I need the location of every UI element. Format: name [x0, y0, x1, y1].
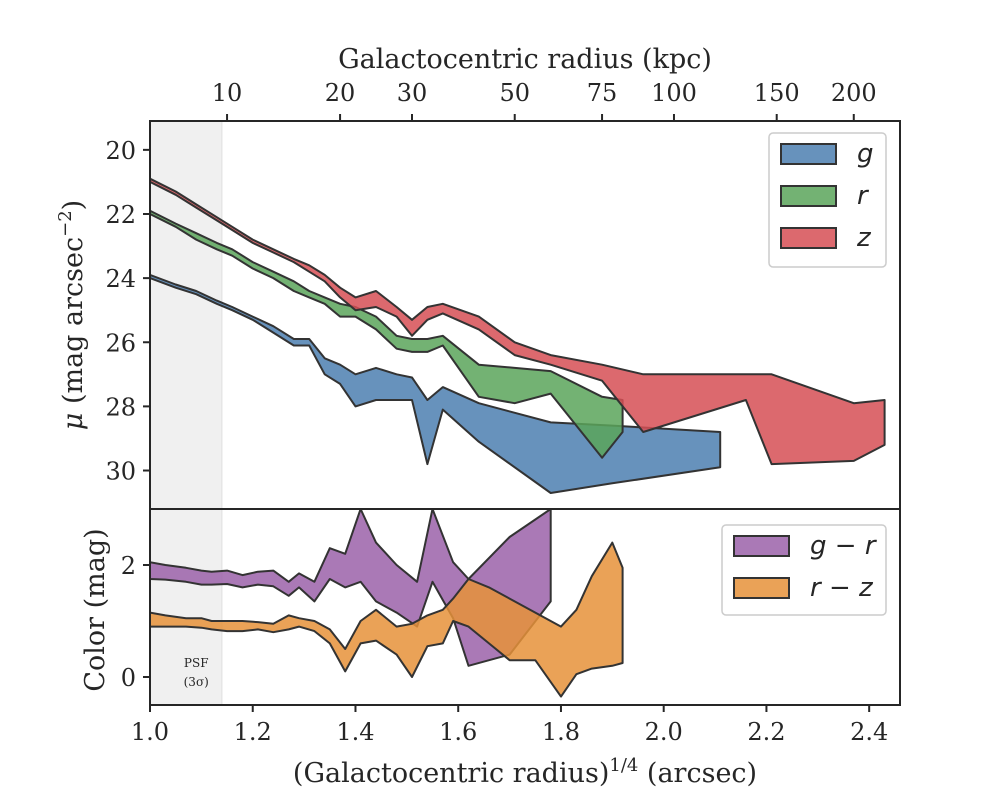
- color-ylabel: Color (mag): [80, 528, 111, 691]
- color-panel: PSF (3σ) 0 2 1.0 1.2 1.4 1.6 1.8 2.0 2.2 2.4 g − r r …: [121, 508, 901, 746]
- band-z: [150, 177, 886, 466]
- ytick-label: 28: [105, 393, 136, 421]
- xtick-label: 1.0: [131, 718, 169, 746]
- legend-label: r − z: [810, 573, 874, 603]
- xtick-label: 2.2: [747, 718, 785, 746]
- ytick-label: 24: [105, 265, 136, 293]
- surface-brightness-plot-area: [150, 177, 886, 494]
- bottom-axis-title: (Galactocentric radius)1/4 (arcsec): [293, 755, 757, 789]
- color-legend: g − r r − z: [721, 524, 887, 616]
- legend-label: z: [856, 223, 872, 253]
- surface-brightness-legend: grz: [768, 132, 887, 268]
- band-r-z: [150, 541, 624, 698]
- xtick-label: 1.2: [234, 718, 272, 746]
- ytick-label: 0: [121, 664, 136, 692]
- top-tick-label: 100: [651, 79, 697, 107]
- xtick-label: 1.4: [336, 718, 374, 746]
- xtick-label: 1.8: [542, 718, 580, 746]
- color-frame: [149, 508, 901, 706]
- top-tick-label: 20: [325, 79, 356, 107]
- ytick-label: 26: [105, 329, 136, 357]
- psf-label: PSF: [184, 656, 209, 670]
- color-plot-area: [150, 509, 624, 698]
- ytick-label: 20: [105, 137, 136, 165]
- top-tick-label: 30: [397, 79, 428, 107]
- ytick-label: 2: [121, 552, 136, 580]
- legend-swatch: [733, 577, 790, 599]
- top-tick-label: 10: [212, 79, 243, 107]
- legend-label: g: [857, 139, 874, 169]
- ytick-label: 22: [105, 201, 136, 229]
- psf-sublabel: (3σ): [184, 675, 209, 689]
- ytick-label: 30: [105, 458, 136, 486]
- legend-swatch: [780, 227, 837, 249]
- legend-label: r: [857, 181, 870, 211]
- top-tick-label: 200: [831, 79, 877, 107]
- legend-swatch: [780, 143, 837, 165]
- legend-swatch: [733, 535, 790, 557]
- band-r: [150, 209, 624, 459]
- top-tick-label: 75: [587, 79, 618, 107]
- surface-brightness-ylabel: μ (mag arcsec−2): [55, 200, 89, 430]
- band-g: [150, 273, 722, 494]
- top-tick-label: 150: [754, 79, 800, 107]
- legend-swatch: [780, 185, 837, 207]
- top-axis-title: Galactocentric radius (kpc): [338, 44, 712, 75]
- legend-label: g − r: [810, 531, 878, 561]
- xtick-label: 2.4: [850, 718, 888, 746]
- xtick-label: 1.6: [439, 718, 477, 746]
- top-tick-label: 50: [499, 79, 530, 107]
- xtick-label: 2.0: [645, 718, 683, 746]
